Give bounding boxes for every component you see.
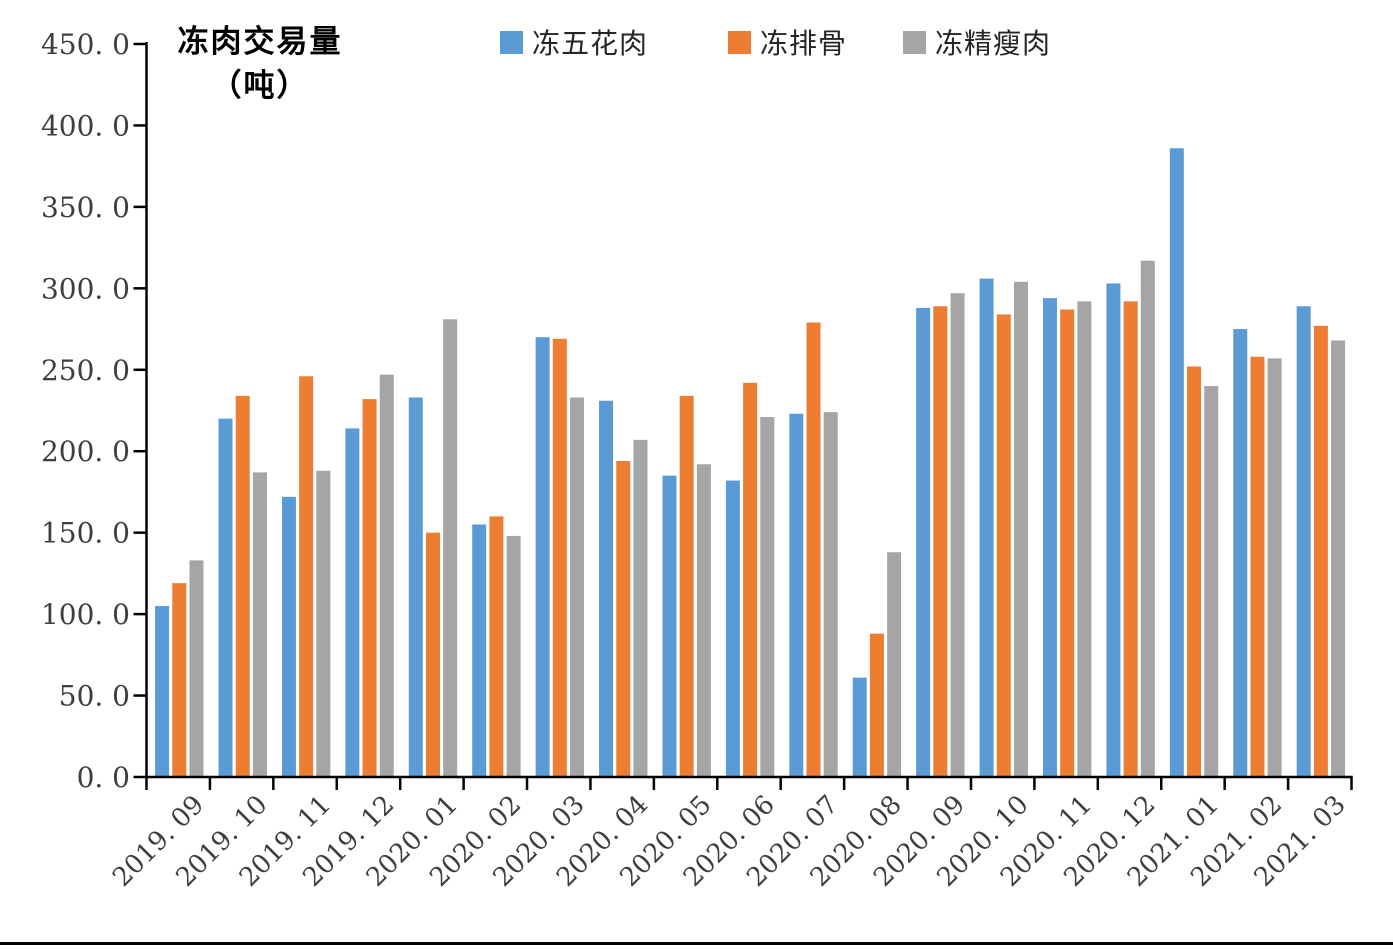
bar — [996, 314, 1011, 777]
legend-item-lean-meat: 冻精瘦肉 — [903, 27, 1051, 60]
bar — [887, 552, 902, 777]
bar — [218, 418, 233, 777]
bar — [570, 397, 585, 777]
y-tick-label: 50. 0 — [59, 680, 130, 713]
bar — [281, 496, 296, 777]
bar — [489, 516, 504, 777]
bar — [172, 583, 187, 777]
bar — [506, 535, 521, 777]
y-tick-label: 150. 0 — [41, 517, 130, 550]
bar — [1042, 298, 1057, 777]
bar — [379, 374, 394, 777]
bar — [662, 475, 677, 777]
bar — [725, 480, 740, 777]
y-tick-label: 100. 0 — [41, 598, 130, 631]
bar — [425, 532, 440, 777]
bar — [760, 417, 775, 777]
bar — [1250, 356, 1265, 777]
chart-title: 冻肉交易量 （吨） — [150, 20, 370, 108]
chart-title-text: 冻肉交易量 — [177, 24, 343, 60]
bar — [599, 400, 614, 777]
y-tick-label: 350. 0 — [41, 191, 130, 224]
bar — [552, 338, 567, 777]
y-tick-label: 450. 0 — [41, 28, 130, 61]
bar — [633, 439, 648, 777]
legend-item-pork-belly: 冻五花肉 — [500, 27, 648, 60]
bar — [1267, 358, 1282, 777]
bar — [1077, 301, 1092, 777]
bar — [408, 397, 423, 777]
bottom-divider — [0, 942, 1393, 945]
bar — [316, 470, 331, 777]
bar — [535, 337, 550, 777]
bar — [916, 307, 931, 777]
legend-label-pork-belly: 冻五花肉 — [532, 27, 649, 60]
legend-swatch-spare-ribs — [728, 30, 751, 54]
bar — [743, 382, 758, 777]
bar — [1331, 340, 1346, 777]
bar — [362, 399, 377, 777]
bar — [696, 464, 711, 777]
bar — [1313, 325, 1328, 777]
bar — [950, 293, 965, 777]
bar — [1296, 306, 1311, 777]
bar — [1106, 283, 1121, 777]
bar — [852, 677, 867, 777]
legend-label-lean-meat: 冻精瘦肉 — [935, 27, 1052, 60]
bar — [979, 278, 994, 777]
bar — [299, 376, 314, 777]
bar — [1187, 366, 1202, 777]
bar — [789, 413, 804, 777]
legend-item-spare-ribs: 冻排骨 — [728, 27, 847, 60]
legend-swatch-pork-belly — [500, 30, 523, 54]
y-tick-label: 250. 0 — [41, 354, 130, 387]
bar — [823, 412, 838, 777]
bar — [1123, 301, 1138, 777]
bar — [345, 428, 360, 777]
bar — [252, 472, 267, 777]
y-tick-label: 300. 0 — [41, 272, 130, 305]
bar — [189, 560, 204, 777]
bar — [1233, 329, 1248, 777]
bar — [1013, 281, 1028, 777]
chart-legend: 冻五花肉 冻排骨 冻精瘦肉 — [0, 27, 1393, 60]
bar — [235, 395, 250, 777]
y-tick-label: 0. 0 — [77, 761, 130, 794]
bar — [472, 524, 487, 777]
legend-label-spare-ribs: 冻排骨 — [760, 27, 848, 60]
bar — [806, 322, 821, 777]
bar — [679, 395, 694, 777]
bar — [869, 633, 884, 777]
bar — [616, 461, 631, 777]
y-tick-label: 400. 0 — [41, 109, 130, 142]
bar — [1169, 148, 1184, 777]
y-tick-label: 200. 0 — [41, 435, 130, 468]
bar — [1204, 386, 1219, 777]
bar — [933, 306, 948, 777]
bar — [443, 319, 458, 777]
chart-title-unit: （吨） — [210, 68, 310, 105]
bar — [155, 605, 170, 777]
legend-swatch-lean-meat — [903, 30, 926, 54]
bar — [1140, 260, 1155, 777]
bar — [1060, 309, 1075, 777]
